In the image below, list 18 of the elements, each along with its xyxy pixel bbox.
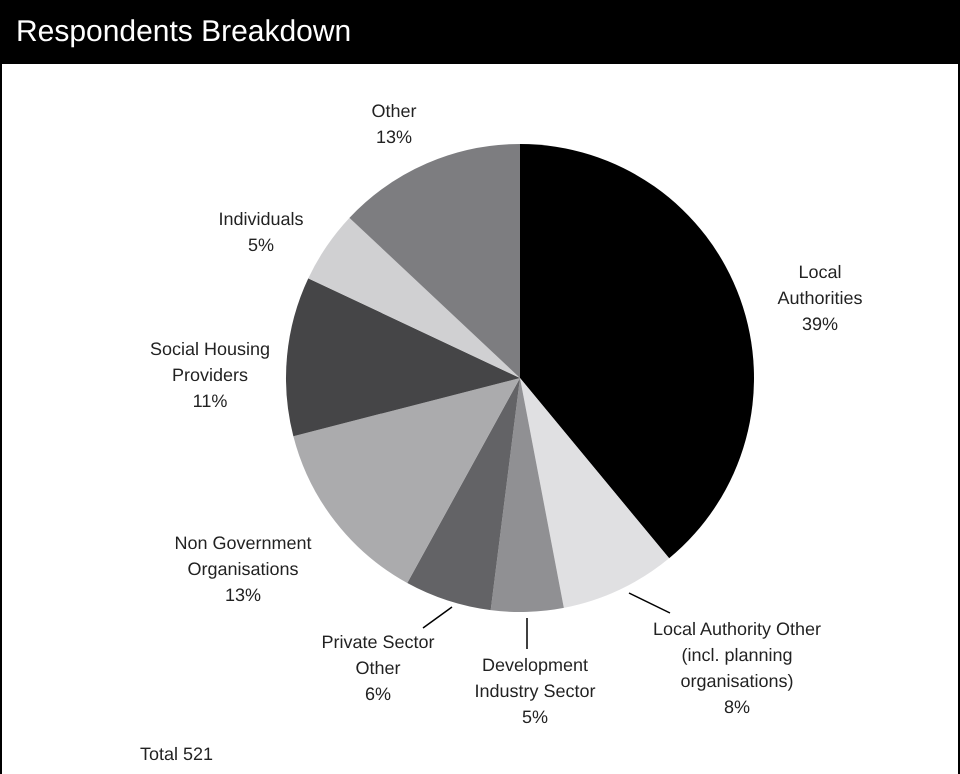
slice-label: Social Housing Providers [150, 339, 270, 385]
data-label: 39% [802, 314, 838, 334]
data-label: 11% [192, 391, 228, 411]
data-label: 13% [224, 585, 262, 605]
slice-label: Local Authority Other (incl. planning organisations) [652, 619, 822, 691]
chart-title: Respondents Breakdown [0, 0, 960, 64]
data-label: 5% [248, 235, 274, 255]
data-label: 8% [724, 697, 750, 717]
slice-label: Non Government Organisations [174, 533, 312, 579]
slice-label: Individuals [218, 209, 304, 229]
data-label: 13% [376, 127, 412, 147]
slice-label: Private Sector Other [321, 632, 435, 678]
slice-label: Development Industry Sector [474, 655, 596, 701]
slice-label: Local Authorities [777, 262, 863, 308]
data-label: 5% [522, 707, 548, 727]
slice-label: Other [371, 101, 417, 121]
text: Total 521 [140, 744, 214, 764]
data-label: 6% [364, 684, 392, 704]
